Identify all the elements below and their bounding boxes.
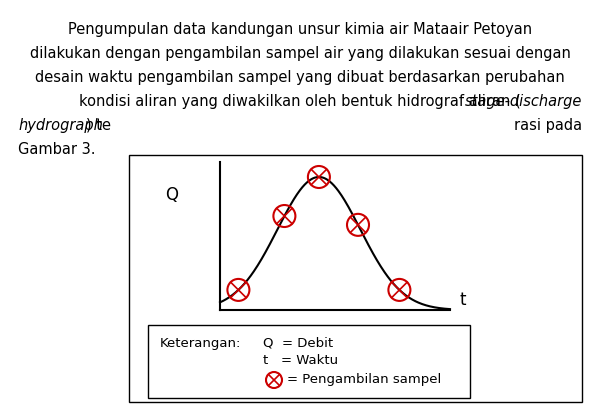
Text: dilakukan dengan pengambilan sampel air yang dilakukan sesuai dengan: dilakukan dengan pengambilan sampel air … <box>29 46 571 61</box>
Text: hydrograph: hydrograph <box>18 118 103 133</box>
Text: = Pengambilan sampel: = Pengambilan sampel <box>287 373 441 386</box>
Text: Gambar 3.: Gambar 3. <box>18 142 95 157</box>
Text: t   = Waktu: t = Waktu <box>263 354 338 367</box>
Bar <box>129 155 582 402</box>
Text: stage-discharge: stage-discharge <box>464 94 582 109</box>
Text: rasi pada: rasi pada <box>514 118 582 133</box>
Text: desain waktu pengambilan sampel yang dibuat berdasarkan perubahan: desain waktu pengambilan sampel yang dib… <box>35 70 565 85</box>
Text: t: t <box>460 291 467 309</box>
Text: Q: Q <box>165 186 178 204</box>
Text: Keterangan:: Keterangan: <box>160 337 241 350</box>
Text: kondisi aliran yang diwakilkan oleh bentuk hidrograf aliran (: kondisi aliran yang diwakilkan oleh bent… <box>79 94 521 109</box>
Text: Q  = Debit: Q = Debit <box>263 337 333 350</box>
Bar <box>148 325 470 398</box>
Text: Pengumpulan data kandungan unsur kimia air Mataair Petoyan: Pengumpulan data kandungan unsur kimia a… <box>68 22 532 37</box>
Text: ) te: ) te <box>86 118 111 133</box>
